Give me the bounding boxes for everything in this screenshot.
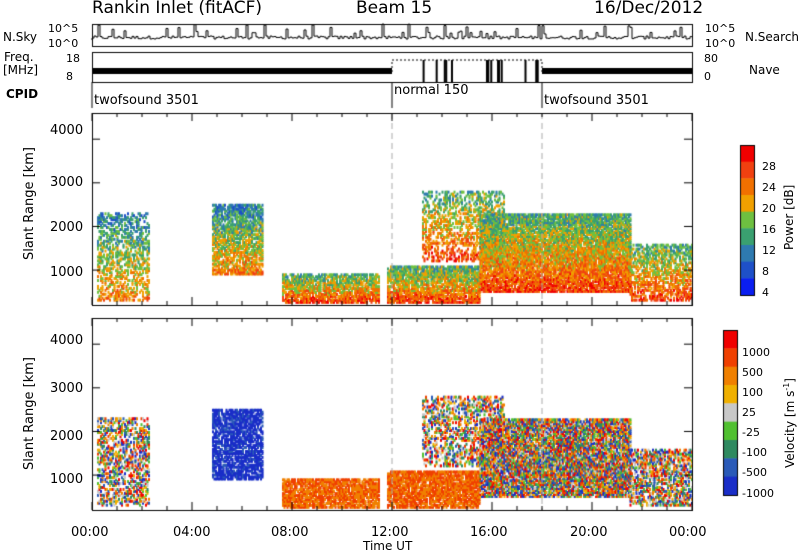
velocity-ytick-2000: 2000 bbox=[50, 429, 84, 444]
cpid-label: CPID bbox=[6, 87, 39, 101]
power-cb-tick-0: 28 bbox=[762, 160, 776, 173]
velocity-ylabel: Slant Range [km] bbox=[22, 357, 37, 470]
velocity-cb-tick-7: -1000 bbox=[742, 487, 774, 500]
power-ytick-2000: 2000 bbox=[50, 220, 84, 235]
power-cb-tick-5: 8 bbox=[762, 265, 769, 278]
velocity-cb-tick-6: -500 bbox=[742, 466, 767, 479]
power-cb-tick-3: 16 bbox=[762, 223, 776, 236]
cpid-segment-3: twofsound 3501 bbox=[544, 93, 649, 108]
power-ytick-4000: 4000 bbox=[50, 123, 84, 138]
freq-unit: [MHz] bbox=[3, 63, 39, 77]
xtick-4: 16:00 bbox=[470, 525, 508, 540]
power-ytick-1000: 1000 bbox=[50, 265, 84, 280]
xtick-5: 20:00 bbox=[570, 525, 608, 540]
nave-tick-low: 0 bbox=[704, 70, 711, 83]
velocity-colorbar-label: Velocity [m s-1] bbox=[782, 378, 797, 468]
power-cb-tick-2: 20 bbox=[762, 202, 776, 215]
nsearch-tick-high: 10^5 bbox=[705, 22, 736, 35]
freq-tick-low: 8 bbox=[66, 70, 73, 83]
cpid-segment-2: normal 150 bbox=[394, 83, 469, 98]
velocity-cb-tick-2: 100 bbox=[742, 386, 763, 399]
velocity-cb-tick-0: 1000 bbox=[742, 346, 770, 359]
power-cb-tick-6: 4 bbox=[762, 286, 769, 299]
date-title: 16/Dec/2012 bbox=[594, 0, 704, 18]
xtick-0: 00:00 bbox=[71, 525, 109, 540]
nsearch-label: N.Search bbox=[745, 30, 800, 44]
station-title: Rankin Inlet (fitACF) bbox=[92, 0, 263, 18]
nsearch-tick-low: 10^0 bbox=[705, 37, 736, 50]
nsky-tick-high: 10^5 bbox=[48, 22, 79, 35]
nave-tick-high: 80 bbox=[704, 52, 718, 65]
xtick-6: 00:00 bbox=[669, 525, 707, 540]
nave-label: Nave bbox=[749, 63, 780, 77]
velocity-colorbar-label-text: Velocity [m s bbox=[783, 390, 797, 468]
cpid-segment-1: twofsound 3501 bbox=[94, 93, 199, 108]
x-axis-label: Time UT bbox=[363, 539, 413, 553]
xtick-2: 08:00 bbox=[271, 525, 309, 540]
velocity-colorbar-label-end: ] bbox=[783, 378, 797, 383]
power-cb-tick-1: 24 bbox=[762, 181, 776, 194]
freq-tick-high: 18 bbox=[66, 52, 80, 65]
nsky-label: N.Sky bbox=[3, 30, 38, 44]
power-ytick-3000: 3000 bbox=[50, 175, 84, 190]
xtick-3: 12:00 bbox=[371, 525, 409, 540]
velocity-ytick-3000: 3000 bbox=[50, 381, 84, 396]
freq-label: Freq. bbox=[4, 50, 34, 64]
velocity-ytick-4000: 4000 bbox=[50, 333, 84, 348]
velocity-cb-tick-5: -100 bbox=[742, 446, 767, 459]
power-ylabel: Slant Range [km] bbox=[22, 147, 37, 260]
velocity-cb-tick-4: -25 bbox=[742, 426, 760, 439]
nsky-tick-low: 10^0 bbox=[48, 37, 79, 50]
power-cb-tick-4: 12 bbox=[762, 244, 776, 257]
velocity-cb-tick-3: 25 bbox=[742, 406, 756, 419]
velocity-ytick-1000: 1000 bbox=[50, 472, 84, 487]
velocity-cb-tick-1: 500 bbox=[742, 366, 763, 379]
beam-title: Beam 15 bbox=[356, 0, 433, 18]
power-colorbar-label: Power [dB] bbox=[782, 184, 796, 250]
xtick-1: 04:00 bbox=[173, 525, 211, 540]
velocity-colorbar-label-sup: -1 bbox=[782, 382, 791, 391]
